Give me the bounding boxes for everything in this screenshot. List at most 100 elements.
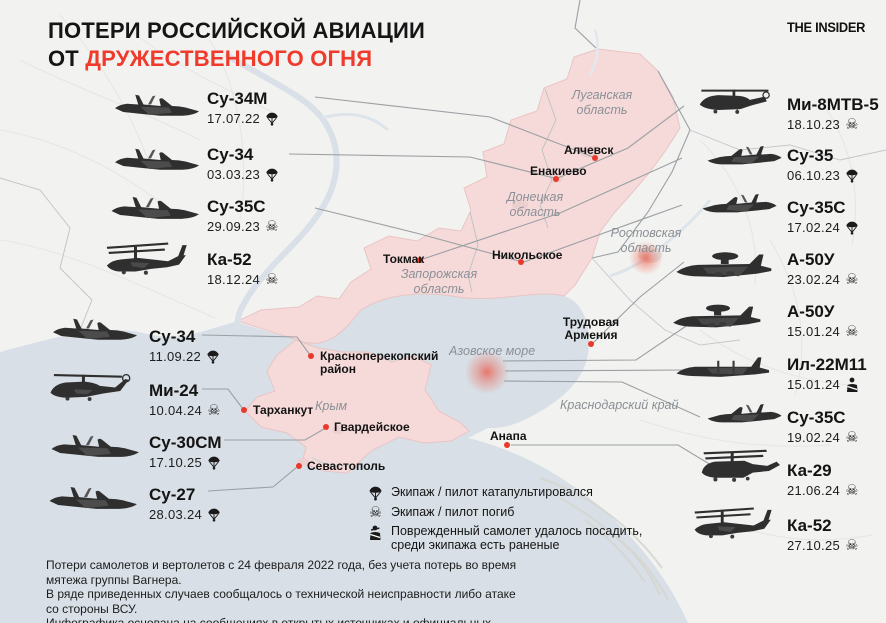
the-insider-logo: THE INSIDER [787,20,866,35]
loss-entry: Ка-52 18.12.24 ☠ [207,251,279,287]
loss-entry: Су-35С 19.02.24 ☠ [787,409,859,445]
legend-label: Поврежденный самолет удалось посадить, с… [391,524,643,552]
loss-entry: Су-34 03.03.23 ☠ [207,146,279,182]
skull-icon: ☠ [845,323,859,340]
aircraft-name: Су-34 [149,327,196,346]
footer-line: Потери самолетов и вертолетов с 24 февра… [46,558,517,587]
loss-entry: Су-27 28.03.24 ☠ [149,486,221,522]
footer-note: Потери самолетов и вертолетов с 24 февра… [46,558,526,623]
city-dots [241,155,598,469]
skull-icon: ☠ [369,505,382,521]
aircraft-name: Су-34М [207,89,268,108]
aircraft-name: Су-34 [207,145,254,164]
parachute-icon [845,168,859,183]
aircraft-name: Су-35С [787,408,846,427]
city-label: Тарханкут [253,403,314,417]
page-title: ПОТЕРИ РОССИЙСКОЙ АВИАЦИИ ОТ ДРУЖЕСТВЕНН… [48,18,426,71]
wounded-icon [368,525,383,540]
footer-line: В ряде приведенных случаев сообщалось о … [46,587,516,616]
aircraft-name: Ка-29 [787,461,832,480]
loss-entry: Ми-24 10.04.24 ☠ [149,382,221,418]
aircraft-name: Ми-24 [149,381,199,400]
loss-entry: Су-34М 17.07.22 ☠ [207,90,279,126]
city-label: Никольское [492,248,563,262]
aircraft-name: Су-35 [787,146,834,165]
region-label: Запорожская область [400,267,478,296]
loss-entry: А-50У 15.01.24 ☠ [787,303,859,339]
parachute-icon [207,507,221,522]
skull-icon: ☠ [845,429,859,446]
loss-date: 27.10.25 [787,537,841,553]
loss-date: 15.01.24 [787,376,841,392]
loss-entry: Ка-29 21.06.24 ☠ [787,462,859,498]
borders [0,0,886,346]
crash-blur-rostov [629,241,663,275]
loss-entry: Ка-52 27.10.25 ☠ [787,517,859,553]
aircraft-name: Су-27 [149,485,196,504]
region-label: Азовское море [449,344,536,358]
footer-line: Инфографика основана на сообщениях в отк… [46,616,491,623]
city-label: Алчевск [564,143,614,157]
aircraft-name: Ка-52 [787,516,832,535]
loss-date: 17.02.24 [787,219,841,235]
loss-entry: Су-35 06.10.23 ☠ [787,147,859,183]
region-label: Луганская область [571,88,633,117]
skull-icon: ☠ [265,271,279,288]
loss-date: 28.03.24 [149,506,203,522]
city-label: Трудовая Армения [562,315,620,342]
skull-icon: ☠ [845,271,859,288]
city-label: Токмак [383,252,425,266]
aircraft-name: Су-30СМ [149,433,222,452]
loss-date: 17.10.25 [149,454,203,470]
skull-icon: ☠ [845,537,859,554]
aircraft-name: А-50У [787,302,835,321]
loss-date: 21.06.24 [787,482,841,498]
loss-date: 10.04.24 [149,402,203,418]
skull-icon: ☠ [265,218,279,235]
loss-entry: Ил-22М11 15.01.24 ☠ [787,356,867,392]
aircraft-name: Ми-8МТВ-5 [787,95,879,114]
aircraft-name: Ка-52 [207,250,252,269]
aircraft-name: А-50У [787,250,835,269]
loss-date: 03.03.23 [207,166,261,182]
city-label: Енакиево [530,164,587,178]
parachute-icon [265,111,279,126]
parachute-icon [206,349,220,364]
skull-icon: ☠ [207,402,221,419]
legend-label: Экипаж / пилот катапультировался [391,485,593,499]
loss-date: 11.09.22 [149,348,202,364]
city-label: Красноперекопский район [320,349,439,376]
aircraft-name: Су-35С [787,198,846,217]
region-label: Крым [315,399,348,413]
parachute-icon [368,486,383,501]
loss-entry: Су-30СМ 17.10.25 ☠ [149,434,222,470]
legend-row-landed-wounded: Поврежденный самолет удалось посадить, с… [368,524,643,552]
region-label: Донецкая область [506,190,564,219]
aircraft-name: Су-35С [207,197,266,216]
loss-entry: Су-35С 29.09.23 ☠ [207,198,279,234]
legend-label: Экипаж / пилот погиб [391,505,515,519]
loss-entry: А-50У 23.02.24 ☠ [787,251,859,287]
loss-entry: Ми-8МТВ-5 18.10.23 ☠ [787,96,879,132]
parachute-icon [265,167,279,182]
skull-icon: ☠ [845,116,859,133]
loss-date: 23.02.24 [787,271,841,287]
wounded-icon [845,377,859,392]
aircraft-name: Ил-22М11 [787,355,867,374]
loss-entry: Су-35С 17.02.24 ☠ [787,199,859,235]
crash-blur-azov [465,350,509,394]
skull-icon: ☠ [845,482,859,499]
loss-date: 06.10.23 [787,167,841,183]
loss-date: 29.09.23 [207,218,261,234]
loss-date: 17.07.22 [207,110,261,126]
occupied-regions [236,48,681,344]
loss-entry: Су-34 11.09.22 ☠ [149,328,220,364]
city-label: Севастополь [307,459,386,473]
relief [311,457,669,601]
leader-lines [201,96,717,492]
region-label: Краснодарский край [560,398,679,412]
city-label: Гвардейское [334,420,410,434]
legend-row-killed: ☠ Экипаж / пилот погиб [368,505,515,521]
